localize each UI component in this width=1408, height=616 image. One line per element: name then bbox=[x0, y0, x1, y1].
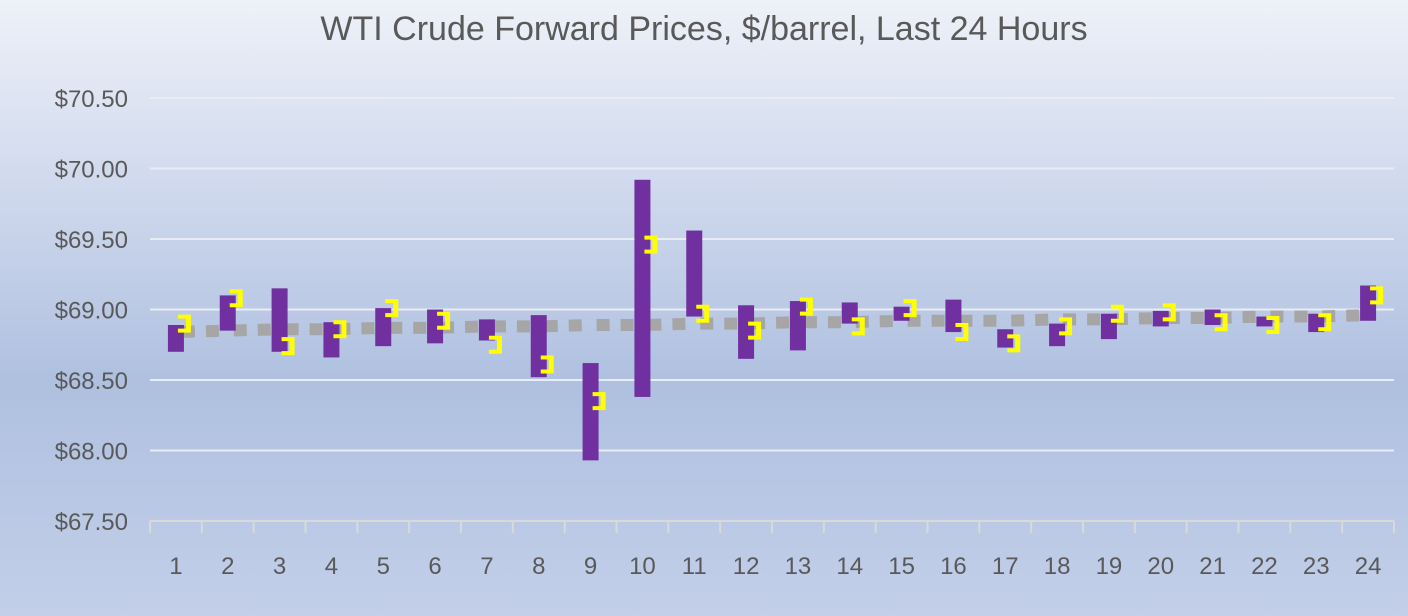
close-marker bbox=[644, 235, 658, 254]
close-marker bbox=[229, 289, 243, 308]
close-marker bbox=[1007, 334, 1021, 353]
close-marker bbox=[851, 317, 865, 336]
x-tick-label: 12 bbox=[733, 553, 760, 580]
x-tick-label: 10 bbox=[629, 553, 656, 580]
x-tick-label: 22 bbox=[1251, 553, 1278, 580]
high-low-bar bbox=[1100, 313, 1117, 340]
x-tick-label: 15 bbox=[888, 553, 915, 580]
close-marker bbox=[281, 337, 295, 356]
high-low-bar bbox=[219, 295, 236, 331]
trend-segment bbox=[849, 314, 902, 329]
close-marker bbox=[696, 304, 710, 323]
y-tick-label: $67.50 bbox=[55, 509, 128, 536]
y-tick-label: $70.50 bbox=[55, 86, 128, 113]
high-low-bar bbox=[271, 288, 288, 352]
close-marker bbox=[385, 299, 399, 318]
trend-segment bbox=[227, 323, 280, 337]
close-marker bbox=[748, 321, 762, 340]
x-tick-label: 11 bbox=[682, 553, 707, 580]
y-tick-label: $69.00 bbox=[55, 298, 128, 325]
close-marker bbox=[540, 355, 554, 374]
high-low-bar bbox=[1256, 316, 1273, 327]
close-marker bbox=[1266, 316, 1280, 335]
x-tick-label: 23 bbox=[1303, 553, 1330, 580]
x-tick-label: 24 bbox=[1355, 553, 1382, 580]
x-tick-label: 3 bbox=[273, 553, 286, 580]
high-low-bar bbox=[1152, 310, 1169, 327]
x-tick-label: 16 bbox=[940, 553, 967, 580]
chart-title: WTI Crude Forward Prices, $/barrel, Last… bbox=[320, 10, 1087, 48]
y-tick-label: $69.50 bbox=[55, 227, 128, 254]
high-low-bar bbox=[997, 329, 1014, 348]
trend-segment bbox=[1005, 313, 1058, 327]
close-marker bbox=[592, 392, 606, 411]
high-low-bar bbox=[478, 319, 495, 341]
close-marker bbox=[488, 335, 502, 354]
trend-segment bbox=[642, 317, 695, 332]
close-marker bbox=[1214, 313, 1228, 332]
close-marker bbox=[1318, 313, 1332, 332]
high-low-bar bbox=[1360, 285, 1377, 321]
y-tick-label: $68.00 bbox=[55, 439, 128, 466]
x-tick-label: 19 bbox=[1096, 553, 1123, 580]
x-tick-label: 4 bbox=[325, 553, 338, 580]
close-marker bbox=[437, 311, 451, 330]
x-tick-label: 9 bbox=[584, 553, 597, 580]
x-tick-label: 20 bbox=[1147, 553, 1174, 580]
high-low-bar bbox=[530, 315, 547, 378]
close-marker bbox=[1110, 304, 1124, 323]
x-tick-label: 13 bbox=[785, 553, 812, 580]
high-low-bar bbox=[789, 301, 806, 351]
high-low-bar bbox=[686, 230, 703, 317]
x-tick-label: 17 bbox=[992, 553, 1019, 580]
x-tick-label: 6 bbox=[428, 553, 441, 580]
trend-series bbox=[175, 309, 1369, 339]
high-low-bar bbox=[1204, 309, 1221, 326]
gridlines bbox=[150, 97, 1394, 452]
high-low-bar bbox=[375, 308, 392, 347]
y-tick-label: $70.00 bbox=[55, 157, 128, 184]
close-marker bbox=[955, 323, 969, 342]
close-marker bbox=[903, 299, 917, 318]
high-low-bar bbox=[323, 322, 340, 358]
close-marker bbox=[333, 320, 347, 339]
close-series bbox=[177, 235, 1384, 411]
high-low-bar bbox=[893, 306, 910, 321]
x-tick-label: 18 bbox=[1044, 553, 1071, 580]
close-marker bbox=[177, 314, 191, 333]
high-low-bar bbox=[1049, 323, 1066, 347]
x-tick-label: 7 bbox=[480, 553, 493, 580]
x-tick-label: 8 bbox=[532, 553, 545, 580]
y-axis: $67.50 $68.00 $68.50 $69.00 $69.50 $70.00 $70.… bbox=[55, 86, 128, 536]
trend-segment bbox=[1212, 310, 1265, 324]
trend-segment bbox=[331, 321, 384, 336]
x-tick-label: 14 bbox=[836, 553, 863, 580]
close-marker bbox=[1370, 286, 1384, 305]
close-marker bbox=[799, 297, 813, 316]
close-marker bbox=[1162, 303, 1176, 322]
x-tick-label: 21 bbox=[1199, 553, 1226, 580]
trend-segment bbox=[538, 319, 591, 333]
x-axis: 1 2 3 4 5 6 7 8 9 10 11 12 13 14 15 16 17 18 19 20 21 22 23 24 bbox=[149, 520, 1395, 580]
high-low-bar bbox=[945, 299, 962, 333]
high-low-bar bbox=[634, 179, 651, 397]
close-marker bbox=[1059, 317, 1073, 336]
x-tick-label: 1 bbox=[169, 553, 182, 580]
high-low-bar bbox=[738, 305, 755, 359]
x-tick-label: 2 bbox=[221, 553, 234, 580]
y-tick-label: $68.50 bbox=[55, 368, 128, 395]
x-tick-label: 5 bbox=[377, 553, 390, 580]
high-low-bar bbox=[427, 309, 444, 344]
high-low-bar bbox=[582, 363, 599, 461]
